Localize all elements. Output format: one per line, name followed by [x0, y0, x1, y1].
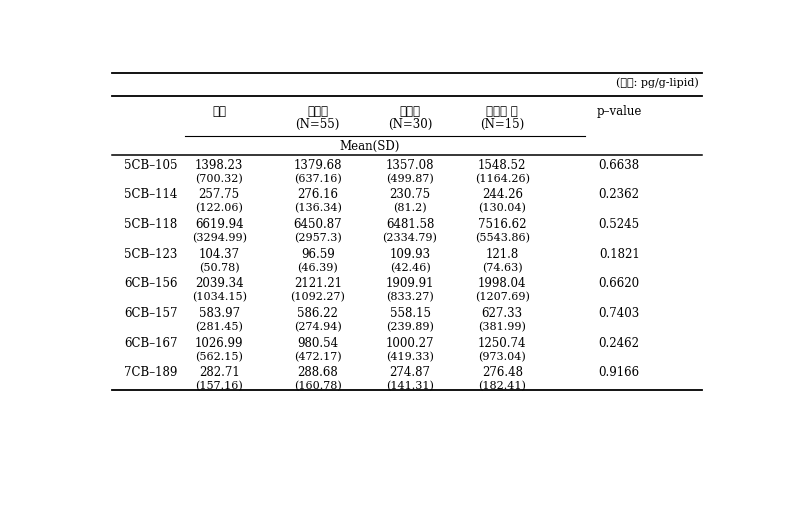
Text: 5CB–123: 5CB–123	[124, 247, 177, 260]
Text: (2334.79): (2334.79)	[383, 233, 437, 243]
Text: 244.26: 244.26	[482, 188, 522, 201]
Text: 0.5245: 0.5245	[599, 218, 640, 231]
Text: (157.16): (157.16)	[195, 381, 243, 391]
Text: (1164.26): (1164.26)	[475, 174, 530, 184]
Text: 121.8: 121.8	[486, 247, 519, 260]
Text: (46.39): (46.39)	[297, 262, 338, 272]
Text: 1398.23: 1398.23	[195, 158, 244, 172]
Text: (N=15): (N=15)	[480, 117, 524, 130]
Text: 627.33: 627.33	[482, 306, 523, 319]
Text: 갑상선 암: 갑상선 암	[487, 105, 518, 118]
Text: 7516.62: 7516.62	[478, 218, 526, 231]
Text: 2121.21: 2121.21	[294, 277, 341, 290]
Text: 2039.34: 2039.34	[195, 277, 244, 290]
Text: (274.94): (274.94)	[294, 321, 341, 332]
Text: 0.2462: 0.2462	[599, 336, 640, 349]
Text: 6CB–157: 6CB–157	[124, 306, 177, 319]
Text: 6CB–167: 6CB–167	[124, 336, 177, 349]
Text: 1026.99: 1026.99	[195, 336, 244, 349]
Text: 5CB–114: 5CB–114	[124, 188, 177, 201]
Text: 7CB–189: 7CB–189	[124, 365, 177, 379]
Text: (2957.3): (2957.3)	[294, 233, 341, 243]
Text: (42.46): (42.46)	[390, 262, 430, 272]
Text: (N=30): (N=30)	[387, 117, 432, 130]
Text: (700.32): (700.32)	[195, 174, 243, 184]
Text: (182.41): (182.41)	[478, 381, 526, 391]
Text: 274.87: 274.87	[390, 365, 430, 379]
Text: (81.2): (81.2)	[393, 203, 427, 213]
Text: (160.78): (160.78)	[294, 381, 341, 391]
Text: (3294.99): (3294.99)	[191, 233, 247, 243]
Text: (419.33): (419.33)	[386, 351, 434, 361]
Text: (472.17): (472.17)	[294, 351, 341, 361]
Text: (136.34): (136.34)	[294, 203, 341, 213]
Text: 96.59: 96.59	[301, 247, 334, 260]
Text: 276.48: 276.48	[482, 365, 522, 379]
Text: (637.16): (637.16)	[294, 174, 341, 184]
Text: 109.93: 109.93	[389, 247, 430, 260]
Text: Mean(SD): Mean(SD)	[340, 140, 400, 153]
Text: 0.2362: 0.2362	[599, 188, 640, 201]
Text: (973.04): (973.04)	[479, 351, 526, 361]
Text: 1998.04: 1998.04	[478, 277, 526, 290]
Text: (단위: pg/g-lipid): (단위: pg/g-lipid)	[616, 77, 700, 88]
Text: 980.54: 980.54	[297, 336, 338, 349]
Text: (1207.69): (1207.69)	[475, 292, 530, 302]
Text: (562.15): (562.15)	[195, 351, 243, 361]
Text: 0.6638: 0.6638	[599, 158, 640, 172]
Text: p–value: p–value	[596, 105, 642, 118]
Text: 1250.74: 1250.74	[478, 336, 526, 349]
Text: (499.87): (499.87)	[386, 174, 434, 184]
Text: 6CB–156: 6CB–156	[124, 277, 177, 290]
Text: (381.99): (381.99)	[478, 321, 526, 332]
Text: 586.22: 586.22	[297, 306, 338, 319]
Text: 1357.08: 1357.08	[386, 158, 434, 172]
Text: 257.75: 257.75	[198, 188, 240, 201]
Text: 당뇨병: 당뇨병	[399, 105, 421, 118]
Text: (122.06): (122.06)	[195, 203, 243, 213]
Text: (5543.86): (5543.86)	[475, 233, 530, 243]
Text: 0.9166: 0.9166	[599, 365, 640, 379]
Text: 6619.94: 6619.94	[195, 218, 244, 231]
Text: 583.97: 583.97	[198, 306, 240, 319]
Text: (1092.27): (1092.27)	[291, 292, 345, 302]
Text: 104.37: 104.37	[198, 247, 240, 260]
Text: (239.89): (239.89)	[386, 321, 434, 332]
Text: (141.31): (141.31)	[386, 381, 434, 391]
Text: 전체: 전체	[212, 105, 226, 118]
Text: 0.6620: 0.6620	[599, 277, 640, 290]
Text: 558.15: 558.15	[390, 306, 430, 319]
Text: 230.75: 230.75	[389, 188, 430, 201]
Text: 6450.87: 6450.87	[294, 218, 342, 231]
Text: 0.1821: 0.1821	[599, 247, 640, 260]
Text: 0.7403: 0.7403	[599, 306, 640, 319]
Text: (130.04): (130.04)	[478, 203, 526, 213]
Text: (1034.15): (1034.15)	[191, 292, 247, 302]
Text: (N=55): (N=55)	[295, 117, 340, 130]
Text: 1909.91: 1909.91	[386, 277, 434, 290]
Text: 1000.27: 1000.27	[386, 336, 434, 349]
Text: 5CB–118: 5CB–118	[124, 218, 177, 231]
Text: 5CB–105: 5CB–105	[124, 158, 177, 172]
Text: 1379.68: 1379.68	[294, 158, 342, 172]
Text: (74.63): (74.63)	[482, 262, 522, 272]
Text: 대조군: 대조군	[307, 105, 328, 118]
Text: (281.45): (281.45)	[195, 321, 243, 332]
Text: 276.16: 276.16	[297, 188, 338, 201]
Text: (833.27): (833.27)	[386, 292, 434, 302]
Text: (50.78): (50.78)	[199, 262, 240, 272]
Text: 288.68: 288.68	[297, 365, 338, 379]
Text: 6481.58: 6481.58	[386, 218, 434, 231]
Text: 282.71: 282.71	[198, 365, 240, 379]
Text: 1548.52: 1548.52	[478, 158, 526, 172]
